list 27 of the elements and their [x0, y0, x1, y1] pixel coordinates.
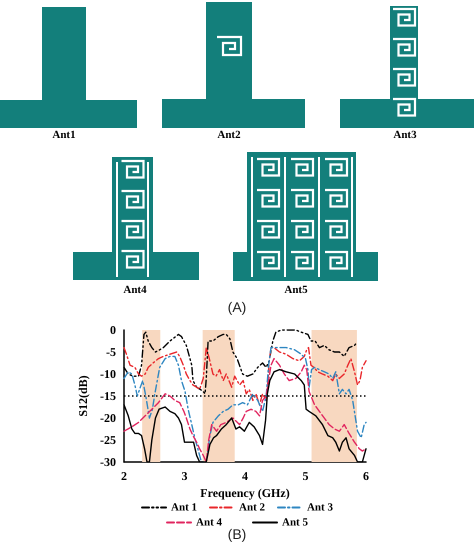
y-tick-label: -30	[100, 455, 116, 469]
y-tick-label: -10	[100, 367, 116, 381]
legend-label: Ant 2	[239, 502, 266, 514]
text: (B)	[228, 526, 246, 542]
text: Ant2	[217, 129, 242, 141]
legend-label: Ant 3	[306, 502, 334, 514]
text: Ant3	[393, 129, 418, 141]
x-tick-label: 4	[242, 469, 248, 483]
x-tick-label: 2	[121, 469, 127, 483]
x-tick-label: 5	[302, 469, 308, 483]
legend-label: Ant 4	[196, 516, 222, 528]
y-tick-label: 0	[110, 323, 116, 337]
x-tick-label: 3	[182, 469, 188, 483]
legend-label: Ant 5	[282, 516, 308, 528]
text: Ant4	[123, 284, 148, 296]
y-tick-label: -25	[100, 433, 116, 447]
line-series	[123, 346, 367, 406]
text: Ant1	[52, 129, 76, 141]
text: Ant5	[284, 284, 308, 296]
legend-label: Ant 1	[171, 502, 198, 514]
x-axis-title: Frequency (GHz)	[200, 486, 290, 500]
y-tick-label: -5	[106, 345, 116, 359]
text: (A)	[228, 299, 246, 315]
y-tick-label: -15	[100, 389, 116, 403]
x-tick-label: 6	[363, 469, 369, 483]
y-axis-title: S12(dB)	[76, 375, 90, 417]
y-tick-label: -20	[100, 411, 116, 425]
